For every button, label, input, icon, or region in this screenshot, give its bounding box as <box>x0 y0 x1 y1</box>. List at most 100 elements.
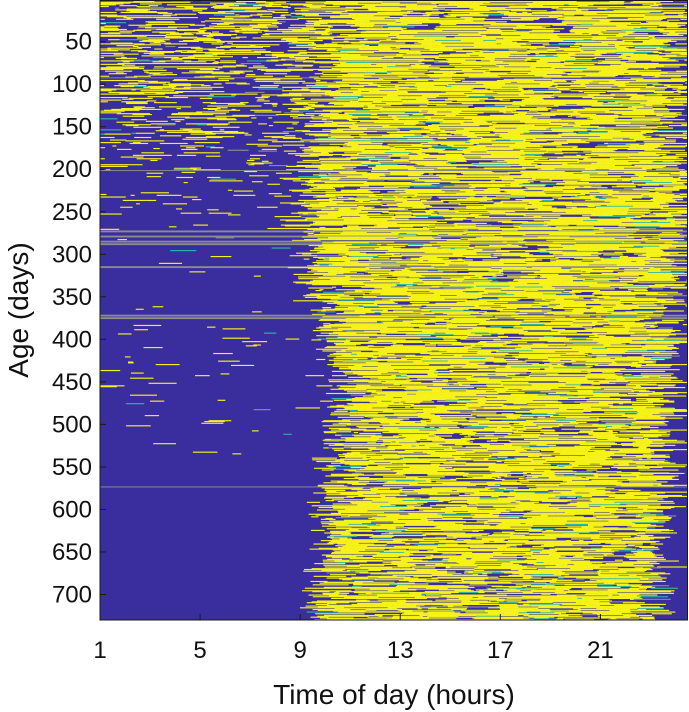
heatmap-cell <box>628 5 640 8</box>
heatmap-cell <box>241 28 260 31</box>
heatmap-cell <box>432 171 441 173</box>
heatmap-cell <box>452 54 490 56</box>
heatmap-cell <box>100 4 116 6</box>
heatmap-cell <box>344 24 381 26</box>
heatmap-cell <box>551 11 575 13</box>
heatmap-cell <box>504 106 520 108</box>
heatmap-cell <box>100 14 118 16</box>
heatmap-cell <box>400 12 419 14</box>
heatmap-cell <box>210 102 219 105</box>
heatmap-cell <box>177 29 190 31</box>
heatmap-cell <box>382 49 409 51</box>
heatmap-row <box>148 74 688 76</box>
heatmap-cell <box>450 53 474 55</box>
heatmap-cell <box>526 3 558 5</box>
heatmap-cell <box>586 2 620 4</box>
heatmap-cell <box>588 47 594 49</box>
heatmap-cell <box>408 40 421 42</box>
heatmap-cell <box>650 154 660 156</box>
heatmap-cell <box>263 51 284 54</box>
heatmap-cell <box>382 129 400 131</box>
heatmap-row <box>129 11 662 13</box>
heatmap-cell <box>150 154 172 156</box>
heatmap-cell <box>324 29 350 31</box>
heatmap-cell <box>648 0 667 2</box>
heatmap-cell <box>310 91 348 93</box>
heatmap-cell <box>438 54 443 56</box>
heatmap-cell <box>550 39 584 41</box>
heatmap-cell <box>385 86 395 88</box>
heatmap-cell <box>138 80 158 82</box>
heatmap-row <box>119 5 688 7</box>
heatmap-cell <box>264 33 282 35</box>
heatmap-cell <box>551 67 587 69</box>
heatmap-cell <box>296 45 314 47</box>
heatmap-cell <box>100 1 127 3</box>
heatmap-cell <box>665 122 688 124</box>
heatmap-cell <box>313 92 328 94</box>
heatmap-cell <box>197 11 226 14</box>
heatmap-cell <box>592 97 597 99</box>
heatmap-cell <box>115 9 122 11</box>
heatmap-cell <box>244 134 252 136</box>
heatmap-cell <box>417 1 435 3</box>
heatmap-cell <box>100 133 105 135</box>
heatmap-cell <box>118 85 147 87</box>
heatmap-cell <box>606 123 611 125</box>
heatmap-cell <box>517 216 528 219</box>
heatmap-cell <box>145 120 168 122</box>
heatmap-cell <box>478 46 516 48</box>
heatmap-cell <box>194 55 213 57</box>
heatmap-cell <box>563 39 594 42</box>
heatmap-cell <box>454 36 473 38</box>
heatmap-cell <box>660 46 688 48</box>
heatmap-cell <box>684 7 688 9</box>
heatmap-cell <box>248 164 255 166</box>
heatmap-cell <box>497 92 514 94</box>
heatmap-cell <box>418 41 451 43</box>
heatmap-cell <box>139 79 145 82</box>
heatmap-cell <box>115 57 137 59</box>
heatmap-cell <box>375 147 388 150</box>
heatmap-cell <box>365 36 376 38</box>
heatmap-cell <box>205 155 221 157</box>
heatmap-cell <box>656 47 664 49</box>
heatmap-cell <box>503 38 512 40</box>
heatmap-cell <box>626 9 663 11</box>
heatmap-row <box>125 76 659 78</box>
heatmap-cell <box>644 38 656 40</box>
heatmap-cell <box>359 44 365 46</box>
heatmap-cell <box>428 17 462 20</box>
heatmap-cell <box>503 52 531 54</box>
heatmap-cell <box>261 80 279 82</box>
heatmap-cell <box>504 4 522 6</box>
heatmap-row <box>100 63 687 65</box>
heatmap-cell <box>524 67 531 69</box>
heatmap-cell <box>597 19 627 21</box>
heatmap-cell <box>397 75 417 77</box>
heatmap-cell <box>171 119 185 121</box>
heatmap-cell <box>209 93 230 95</box>
heatmap-cell <box>404 71 427 73</box>
heatmap-cell <box>209 17 234 20</box>
heatmap-cell <box>587 79 616 82</box>
heatmap-cell <box>324 94 361 96</box>
heatmap-cell <box>575 22 585 24</box>
heatmap-cell <box>174 13 197 15</box>
heatmap-cell <box>637 73 661 76</box>
heatmap-cell <box>262 132 289 134</box>
heatmap-cell <box>568 65 605 67</box>
heatmap-cell <box>285 220 304 222</box>
heatmap-cell <box>156 18 174 20</box>
heatmap-cell <box>320 5 340 8</box>
heatmap-cell <box>386 94 413 96</box>
heatmap-cell <box>680 53 688 55</box>
heatmap-cell <box>534 74 562 76</box>
heatmap-cell <box>608 11 629 14</box>
heatmap-cell <box>306 33 319 35</box>
heatmap-cell <box>417 121 424 123</box>
heatmap-cell <box>342 79 361 82</box>
heatmap-cell <box>628 140 636 142</box>
heatmap-cell <box>164 36 170 38</box>
heatmap-cell <box>310 68 341 71</box>
